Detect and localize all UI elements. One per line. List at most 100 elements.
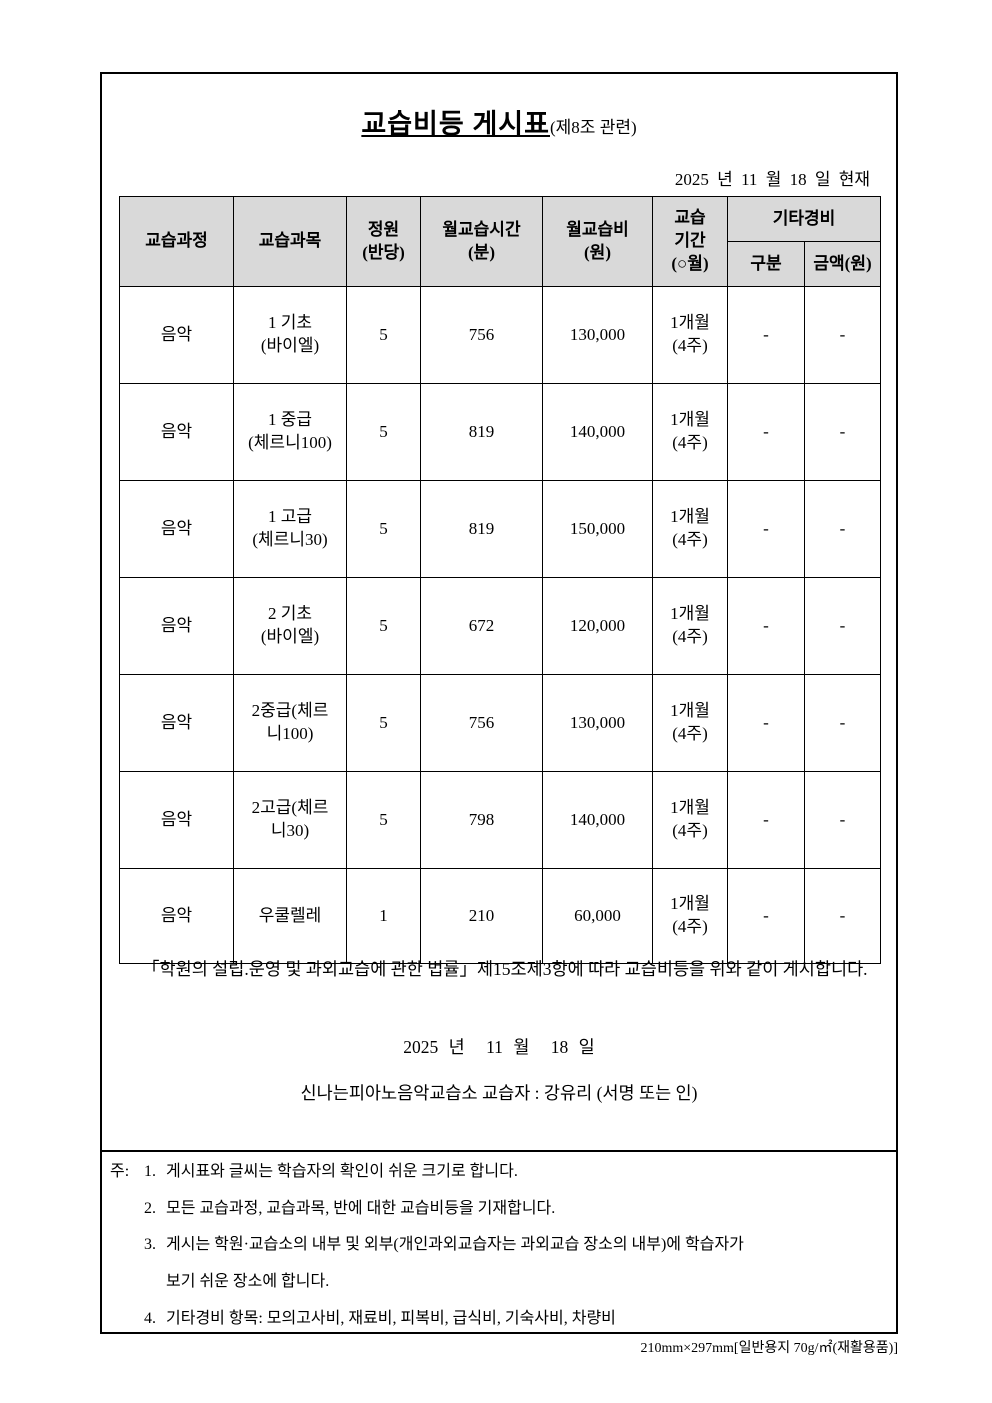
cell-minutes: 798 — [420, 771, 543, 869]
notes-label: 주: — [110, 1163, 130, 1180]
cell-period-line2: (4주) — [672, 627, 708, 646]
cell-course: 음악 — [119, 286, 234, 384]
th-period-line3: (○월) — [671, 253, 709, 273]
cell-course: 음악 — [119, 771, 234, 869]
note-text: 기타경비 항목: 모의고사비, 재료비, 피복비, 급식비, 기숙사비, 차량비 — [166, 1309, 616, 1327]
cell-minutes: 756 — [420, 286, 543, 384]
table-header-row-2: 구분 금액(원) — [120, 241, 881, 287]
sign-day: 18 — [550, 1037, 569, 1057]
th-fee-line1: 월교습비 — [566, 219, 629, 239]
notes-zone: 주: 1. 게시표와 글씨는 학습자의 확인이 쉬운 크기로 합니다. 2. 모… — [102, 1152, 896, 1332]
sign-year: 2025 — [403, 1037, 439, 1057]
table-row: 음악 1 중급 (체르니100) 5 819 140,000 1개월 (4주) … — [119, 383, 881, 481]
sign-month: 11 — [486, 1037, 503, 1057]
cell-period-line2: (4주) — [672, 530, 708, 549]
table-row: 음악 2 기초 (바이엘) 5 672 120,000 1개월 (4주) - - — [119, 577, 881, 675]
cell-subject-line1: 1 기초 — [267, 313, 313, 333]
asof-day: 18 — [789, 170, 807, 189]
notes-label-spacer — [110, 1234, 144, 1257]
cell-minutes: 672 — [420, 577, 543, 675]
table-row: 음악 1 고급 (체르니30) 5 819 150,000 1개월 (4주) -… — [119, 480, 881, 578]
cell-subject-line2: (바이엘) — [260, 336, 320, 355]
cell-fee: 140,000 — [542, 771, 653, 869]
tuition-fee-table: 교습과정 교습과목 정원 (반당) 월교습시간 (분) 월교습비 (원) — [119, 196, 881, 964]
cell-period: 1개월 (4주) — [652, 480, 728, 578]
note-number: 1. — [144, 1163, 156, 1180]
note-text: 게시는 학원·교습소의 내부 및 외부(개인과외교습자는 과외교습 장소의 내부… — [166, 1236, 744, 1254]
cell-subject-line2: 니30) — [270, 821, 310, 840]
notes-label-spacer — [110, 1308, 144, 1331]
cell-capacity: 1 — [346, 868, 421, 964]
note-text: 모든 교습과정, 교습과목, 반에 대한 교습비등을 기재합니다. — [166, 1199, 556, 1217]
cell-etc-type: - — [727, 286, 805, 384]
cell-subject: 2고급(체르 니30) — [233, 771, 347, 869]
cell-subject-line2: 니100) — [266, 724, 314, 743]
cell-etc-type: - — [727, 383, 805, 481]
title-sub-text: (제8조 관련) — [550, 118, 637, 137]
table-body: 음악 1 기초 (바이엘) 5 756 130,000 1개월 (4주) - - — [119, 286, 881, 964]
cell-subject-line1: 1 고급 — [267, 507, 313, 527]
note-number: 4. — [144, 1309, 156, 1327]
cell-subject: 2중급(체르 니100) — [233, 674, 347, 772]
cell-period: 1개월 (4주) — [652, 383, 728, 481]
cell-etc-type: - — [727, 771, 805, 869]
sign-month-unit: 월 — [513, 1037, 530, 1057]
cell-fee: 150,000 — [542, 480, 653, 578]
cell-subject-line2: (바이엘) — [260, 627, 320, 646]
cell-etc-amount: - — [804, 771, 881, 869]
th-course: 교습과정 — [119, 196, 234, 287]
note-item: 주: 1. 게시표와 글씨는 학습자의 확인이 쉬운 크기로 합니다. — [110, 1161, 886, 1184]
asof-suffix: 현재 — [838, 170, 870, 189]
document-page-frame: 교습비등 게시표(제8조 관련) 2025 년 11 월 18 일 현재 교습과… — [100, 72, 898, 1334]
legal-statement: 「학원의 설립.운영 및 과외교습에 관한 법률」제15조제3항에 따라 교습비… — [142, 959, 868, 979]
th-etc-amount: 금액(원) — [804, 241, 881, 287]
paper-spec-footer: 210mm×297mm[일반용지 70g/㎡(재활용품)] — [640, 1341, 898, 1356]
cell-capacity: 5 — [346, 383, 421, 481]
as-of-date-line: 2025 년 11 월 18 일 현재 — [102, 165, 896, 190]
cell-capacity: 5 — [346, 771, 421, 869]
th-monthly-fee: 월교습비 (원) — [542, 196, 653, 287]
cell-capacity: 5 — [346, 577, 421, 675]
cell-subject-line2: (체르니100) — [248, 433, 332, 452]
cell-course: 음악 — [119, 674, 234, 772]
th-capacity-line1: 정원 — [367, 219, 400, 239]
cell-fee: 120,000 — [542, 577, 653, 675]
cell-etc-amount: - — [804, 868, 881, 964]
table-row: 음악 2중급(체르 니100) 5 756 130,000 1개월 (4주) -… — [119, 674, 881, 772]
cell-subject-line1: 2 기초 — [267, 604, 313, 624]
page-title: 교습비등 게시표(제8조 관련) — [102, 102, 896, 141]
table-row: 음악 우쿨렐레 1 210 60,000 1개월 (4주) - - — [119, 868, 881, 964]
cell-period-line1: 1개월 — [670, 604, 710, 624]
cell-minutes: 756 — [420, 674, 543, 772]
cell-subject-line1: 2고급(체르 — [251, 798, 329, 818]
cell-period-line1: 1개월 — [670, 894, 710, 914]
th-fee-line2: (원) — [584, 242, 611, 262]
cell-capacity: 5 — [346, 480, 421, 578]
cell-course: 음악 — [119, 577, 234, 675]
cell-subject-line1: 1 중급 — [267, 410, 313, 430]
cell-etc-amount: - — [804, 286, 881, 384]
sign-year-unit: 년 — [448, 1037, 465, 1057]
th-capacity-line2: (반당) — [362, 242, 405, 262]
th-period-line2: 기간 — [674, 231, 706, 251]
notes-label-spacer — [110, 1198, 144, 1221]
cell-etc-type: - — [727, 674, 805, 772]
cell-period: 1개월 (4주) — [652, 674, 728, 772]
cell-capacity: 5 — [346, 286, 421, 384]
cell-period-line1: 1개월 — [670, 798, 710, 818]
cell-etc-type: - — [727, 480, 805, 578]
cell-subject: 우쿨렐레 — [233, 868, 347, 964]
note-number: 2. — [144, 1199, 156, 1217]
cell-course: 음악 — [119, 480, 234, 578]
table-header-row-1: 교습과정 교습과목 정원 (반당) 월교습시간 (분) 월교습비 (원) — [119, 196, 881, 287]
asof-month-unit: 월 — [765, 170, 782, 189]
cell-etc-amount: - — [804, 674, 881, 772]
cell-fee: 130,000 — [542, 674, 653, 772]
table-row: 음악 2고급(체르 니30) 5 798 140,000 1개월 (4주) - … — [119, 771, 881, 869]
note-number: 3. — [144, 1236, 156, 1254]
cell-period-line2: (4주) — [672, 336, 708, 355]
cell-fee: 60,000 — [542, 868, 653, 964]
asof-day-unit: 일 — [814, 170, 831, 189]
note-item: 2. 모든 교습과정, 교습과목, 반에 대한 교습비등을 기재합니다. — [110, 1198, 886, 1221]
asof-year: 2025 — [674, 170, 709, 189]
